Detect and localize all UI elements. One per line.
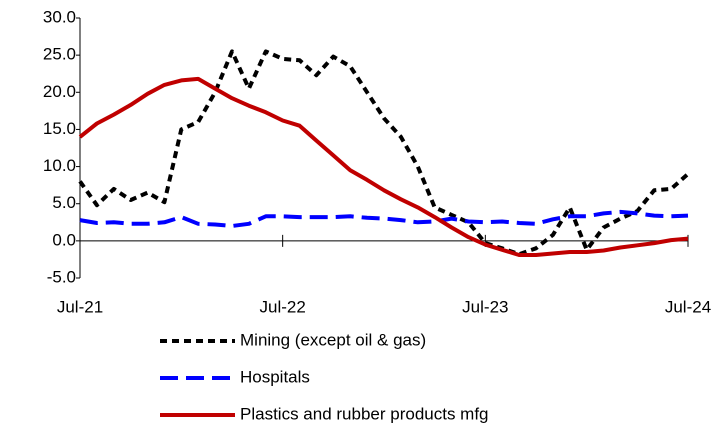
series-line (78, 76, 689, 257)
y-tick-label: 10.0 (43, 156, 76, 175)
legend-label: Mining (except oil & gas) (240, 330, 426, 349)
y-tick-label: -5.0 (47, 267, 76, 286)
x-tick-label: Jul-23 (462, 297, 508, 316)
y-tick-label: 5.0 (52, 193, 76, 212)
series-line (79, 209, 689, 228)
legend-label: Hospitals (240, 367, 310, 386)
x-tick-label: Jul-24 (665, 297, 711, 316)
y-tick-label: 15.0 (43, 119, 76, 138)
y-tick-label: 0.0 (52, 230, 76, 249)
x-tick-label: Jul-21 (57, 297, 103, 316)
series-line (78, 49, 690, 257)
x-tick-label: Jul-22 (260, 297, 306, 316)
legend-label: Plastics and rubber products mfg (240, 404, 489, 423)
y-tick-label: 20.0 (43, 82, 76, 101)
y-tick-label: 30.0 (43, 7, 76, 26)
y-tick-label: 25.0 (43, 45, 76, 64)
